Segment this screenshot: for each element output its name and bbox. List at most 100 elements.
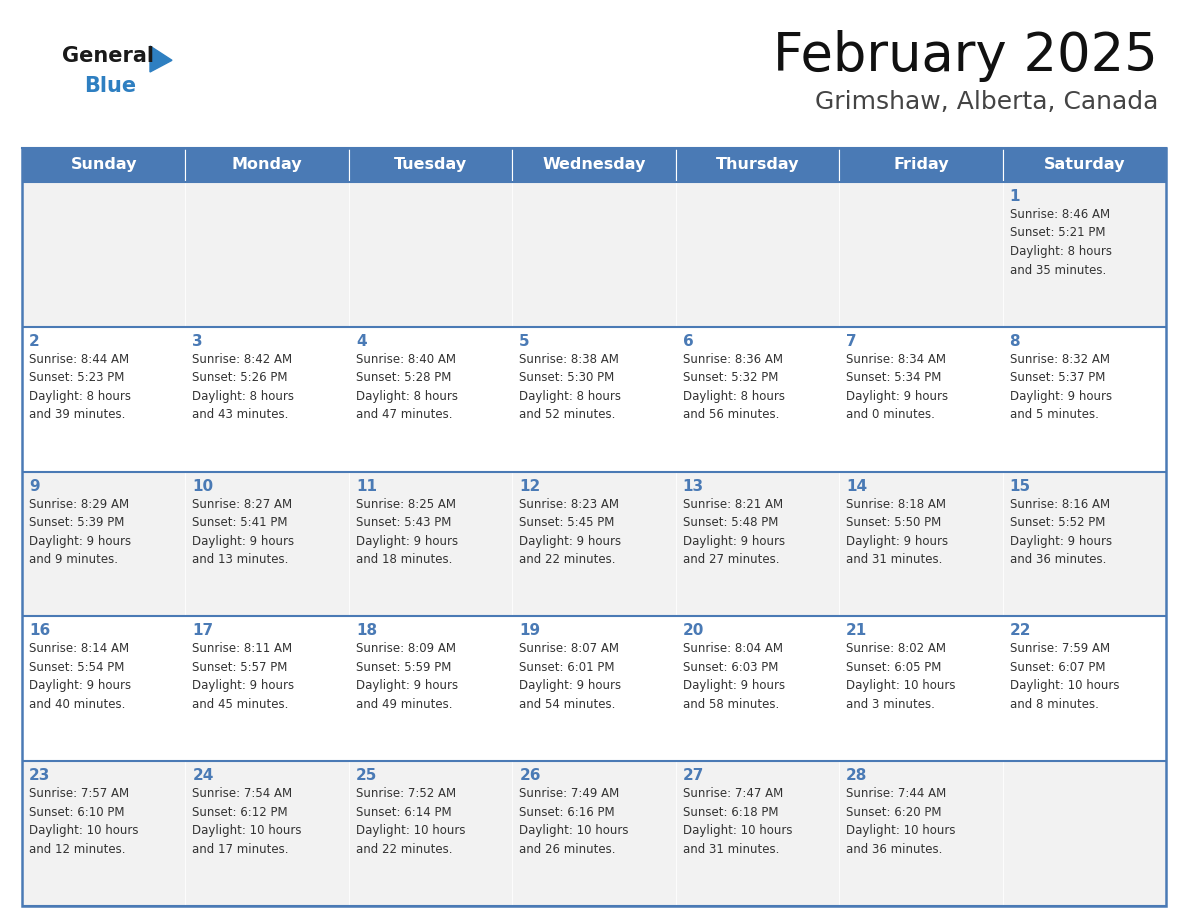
Bar — [23, 148, 185, 182]
Bar — [839, 327, 1003, 472]
Text: Monday: Monday — [232, 158, 303, 173]
Text: Grimshaw, Alberta, Canada: Grimshaw, Alberta, Canada — [815, 90, 1158, 114]
Text: 13: 13 — [683, 478, 703, 494]
Text: 14: 14 — [846, 478, 867, 494]
Text: Sunday: Sunday — [70, 158, 137, 173]
Text: 8: 8 — [1010, 334, 1020, 349]
Bar — [349, 472, 512, 616]
Text: Sunrise: 8:29 AM
Sunset: 5:39 PM
Daylight: 9 hours
and 9 minutes.: Sunrise: 8:29 AM Sunset: 5:39 PM Dayligh… — [29, 498, 131, 566]
Bar — [839, 148, 1003, 182]
Text: 1: 1 — [1010, 189, 1020, 204]
Bar — [23, 761, 185, 906]
Text: Sunrise: 7:47 AM
Sunset: 6:18 PM
Daylight: 10 hours
and 31 minutes.: Sunrise: 7:47 AM Sunset: 6:18 PM Dayligh… — [683, 788, 792, 856]
Text: Sunrise: 8:16 AM
Sunset: 5:52 PM
Daylight: 9 hours
and 36 minutes.: Sunrise: 8:16 AM Sunset: 5:52 PM Dayligh… — [1010, 498, 1112, 566]
Bar — [185, 761, 349, 906]
Bar — [349, 616, 512, 761]
Text: Sunrise: 8:44 AM
Sunset: 5:23 PM
Daylight: 8 hours
and 39 minutes.: Sunrise: 8:44 AM Sunset: 5:23 PM Dayligh… — [29, 353, 131, 421]
Text: 24: 24 — [192, 768, 214, 783]
Text: Saturday: Saturday — [1043, 158, 1125, 173]
Text: February 2025: February 2025 — [773, 30, 1158, 82]
Text: Tuesday: Tuesday — [394, 158, 467, 173]
Bar — [1003, 148, 1165, 182]
Text: Sunrise: 8:32 AM
Sunset: 5:37 PM
Daylight: 9 hours
and 5 minutes.: Sunrise: 8:32 AM Sunset: 5:37 PM Dayligh… — [1010, 353, 1112, 421]
Bar — [839, 616, 1003, 761]
Bar — [1003, 761, 1165, 906]
Bar — [23, 148, 1165, 906]
Bar — [349, 327, 512, 472]
Text: General: General — [62, 46, 154, 66]
Text: 16: 16 — [29, 623, 50, 638]
Bar — [1003, 472, 1165, 616]
Bar — [23, 472, 185, 616]
Bar — [512, 182, 676, 327]
Bar — [185, 327, 349, 472]
Text: Sunrise: 8:34 AM
Sunset: 5:34 PM
Daylight: 9 hours
and 0 minutes.: Sunrise: 8:34 AM Sunset: 5:34 PM Dayligh… — [846, 353, 948, 421]
Bar — [349, 148, 512, 182]
Text: 22: 22 — [1010, 623, 1031, 638]
Bar — [676, 327, 839, 472]
Bar — [23, 616, 185, 761]
Bar — [676, 148, 839, 182]
Bar — [23, 182, 185, 327]
Text: Sunrise: 8:07 AM
Sunset: 6:01 PM
Daylight: 9 hours
and 54 minutes.: Sunrise: 8:07 AM Sunset: 6:01 PM Dayligh… — [519, 643, 621, 711]
Text: 12: 12 — [519, 478, 541, 494]
Text: Blue: Blue — [84, 76, 137, 96]
Bar — [676, 616, 839, 761]
Text: Sunrise: 8:36 AM
Sunset: 5:32 PM
Daylight: 8 hours
and 56 minutes.: Sunrise: 8:36 AM Sunset: 5:32 PM Dayligh… — [683, 353, 785, 421]
Text: 21: 21 — [846, 623, 867, 638]
Bar — [1003, 327, 1165, 472]
Bar — [676, 761, 839, 906]
Text: 3: 3 — [192, 334, 203, 349]
Text: 17: 17 — [192, 623, 214, 638]
Text: 4: 4 — [356, 334, 366, 349]
Text: Sunrise: 8:25 AM
Sunset: 5:43 PM
Daylight: 9 hours
and 18 minutes.: Sunrise: 8:25 AM Sunset: 5:43 PM Dayligh… — [356, 498, 459, 566]
Text: 18: 18 — [356, 623, 377, 638]
Text: 11: 11 — [356, 478, 377, 494]
Text: Sunrise: 8:14 AM
Sunset: 5:54 PM
Daylight: 9 hours
and 40 minutes.: Sunrise: 8:14 AM Sunset: 5:54 PM Dayligh… — [29, 643, 131, 711]
Text: Wednesday: Wednesday — [542, 158, 646, 173]
Bar — [512, 616, 676, 761]
Text: Sunrise: 7:59 AM
Sunset: 6:07 PM
Daylight: 10 hours
and 8 minutes.: Sunrise: 7:59 AM Sunset: 6:07 PM Dayligh… — [1010, 643, 1119, 711]
Text: Sunrise: 7:57 AM
Sunset: 6:10 PM
Daylight: 10 hours
and 12 minutes.: Sunrise: 7:57 AM Sunset: 6:10 PM Dayligh… — [29, 788, 139, 856]
Bar — [185, 616, 349, 761]
Text: Sunrise: 7:54 AM
Sunset: 6:12 PM
Daylight: 10 hours
and 17 minutes.: Sunrise: 7:54 AM Sunset: 6:12 PM Dayligh… — [192, 788, 302, 856]
Text: Sunrise: 8:27 AM
Sunset: 5:41 PM
Daylight: 9 hours
and 13 minutes.: Sunrise: 8:27 AM Sunset: 5:41 PM Dayligh… — [192, 498, 295, 566]
Text: Sunrise: 8:18 AM
Sunset: 5:50 PM
Daylight: 9 hours
and 31 minutes.: Sunrise: 8:18 AM Sunset: 5:50 PM Dayligh… — [846, 498, 948, 566]
Text: 19: 19 — [519, 623, 541, 638]
Bar — [512, 148, 676, 182]
Bar — [349, 761, 512, 906]
Text: 5: 5 — [519, 334, 530, 349]
Bar — [512, 327, 676, 472]
Text: Sunrise: 8:42 AM
Sunset: 5:26 PM
Daylight: 8 hours
and 43 minutes.: Sunrise: 8:42 AM Sunset: 5:26 PM Dayligh… — [192, 353, 295, 421]
Bar — [676, 182, 839, 327]
Bar — [349, 182, 512, 327]
Text: 10: 10 — [192, 478, 214, 494]
Text: Sunrise: 8:40 AM
Sunset: 5:28 PM
Daylight: 8 hours
and 47 minutes.: Sunrise: 8:40 AM Sunset: 5:28 PM Dayligh… — [356, 353, 457, 421]
Bar — [839, 472, 1003, 616]
Bar — [839, 182, 1003, 327]
Text: Sunrise: 7:52 AM
Sunset: 6:14 PM
Daylight: 10 hours
and 22 minutes.: Sunrise: 7:52 AM Sunset: 6:14 PM Dayligh… — [356, 788, 466, 856]
Text: 20: 20 — [683, 623, 704, 638]
Text: 28: 28 — [846, 768, 867, 783]
Text: Sunrise: 8:23 AM
Sunset: 5:45 PM
Daylight: 9 hours
and 22 minutes.: Sunrise: 8:23 AM Sunset: 5:45 PM Dayligh… — [519, 498, 621, 566]
Text: Sunrise: 8:02 AM
Sunset: 6:05 PM
Daylight: 10 hours
and 3 minutes.: Sunrise: 8:02 AM Sunset: 6:05 PM Dayligh… — [846, 643, 955, 711]
Bar — [512, 472, 676, 616]
Text: 6: 6 — [683, 334, 694, 349]
Text: Sunrise: 8:11 AM
Sunset: 5:57 PM
Daylight: 9 hours
and 45 minutes.: Sunrise: 8:11 AM Sunset: 5:57 PM Dayligh… — [192, 643, 295, 711]
Bar — [512, 761, 676, 906]
Bar — [1003, 182, 1165, 327]
Text: 9: 9 — [29, 478, 39, 494]
Text: 7: 7 — [846, 334, 857, 349]
Bar — [839, 761, 1003, 906]
Text: Thursday: Thursday — [715, 158, 800, 173]
Text: 23: 23 — [29, 768, 50, 783]
Bar — [185, 182, 349, 327]
Bar — [23, 327, 185, 472]
Text: Sunrise: 8:38 AM
Sunset: 5:30 PM
Daylight: 8 hours
and 52 minutes.: Sunrise: 8:38 AM Sunset: 5:30 PM Dayligh… — [519, 353, 621, 421]
Polygon shape — [150, 46, 172, 72]
Bar — [185, 472, 349, 616]
Text: 15: 15 — [1010, 478, 1031, 494]
Bar — [185, 148, 349, 182]
Text: 26: 26 — [519, 768, 541, 783]
Text: Sunrise: 8:21 AM
Sunset: 5:48 PM
Daylight: 9 hours
and 27 minutes.: Sunrise: 8:21 AM Sunset: 5:48 PM Dayligh… — [683, 498, 785, 566]
